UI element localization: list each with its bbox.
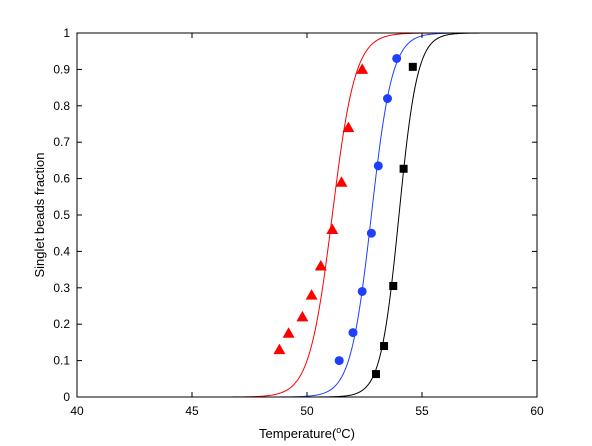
circle-point [348, 328, 358, 338]
triangle-point [335, 176, 348, 187]
y-tick-label: 0.5 [53, 208, 70, 222]
x-tick-label: 60 [530, 404, 544, 418]
square-point [372, 370, 380, 379]
x-tick-label: 55 [415, 404, 429, 418]
triangle-point [314, 259, 327, 271]
square-point [408, 62, 417, 71]
y-tick-label: 0.4 [53, 244, 70, 258]
triangle-point [282, 327, 295, 338]
y-tick-label: 0.9 [53, 62, 70, 76]
circle-point [392, 53, 402, 63]
square-point [399, 164, 408, 173]
circle-point [383, 94, 392, 104]
x-tick-label: 50 [300, 404, 314, 418]
triangle-point [326, 223, 339, 235]
y-axis-label: Singlet beads fraction [32, 152, 47, 277]
data-markers [273, 53, 417, 379]
y-tick-label: 0.1 [53, 354, 70, 368]
y-tick-label: 0.2 [53, 317, 70, 331]
x-axis-ticks: 40 45 50 55 60 [70, 33, 544, 418]
triangle-point [305, 289, 318, 300]
square-point [389, 281, 398, 290]
y-axis-ticks: 0 0.1 0.2 0.3 0.4 0.5 0.6 0.7 0.8 0.9 1 [53, 26, 537, 404]
x-tick-label: 45 [185, 404, 199, 418]
circle-point [334, 356, 344, 366]
y-tick-label: 0 [63, 390, 70, 404]
triangle-point [356, 63, 369, 74]
triangle-point [296, 310, 309, 322]
triangle-point [273, 343, 286, 355]
plot-area [77, 33, 537, 397]
y-tick-label: 0.3 [53, 281, 70, 295]
y-tick-label: 0.6 [53, 172, 70, 186]
circle-point [366, 228, 376, 238]
y-tick-label: 0.8 [53, 99, 70, 113]
circle-point [357, 286, 367, 296]
square-point [380, 342, 389, 351]
circle-point [373, 161, 383, 171]
x-axis-label: Temperature(oC) [259, 425, 355, 441]
triangle-point [342, 121, 355, 133]
x-tick-label: 40 [70, 404, 84, 418]
y-tick-label: 0.7 [53, 135, 70, 149]
y-tick-label: 1 [63, 26, 70, 40]
